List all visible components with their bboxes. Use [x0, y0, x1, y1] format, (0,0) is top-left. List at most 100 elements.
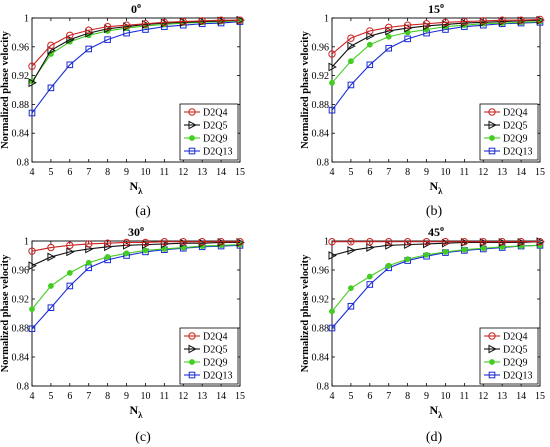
x-tick-label: 7	[86, 391, 91, 402]
y-tick-label: 0.8	[17, 158, 30, 169]
series-d2q13-point	[328, 106, 336, 114]
series-d2q9-point	[366, 273, 373, 280]
y-tick-label: 1	[324, 237, 329, 248]
legend-entry-d2q5-label: D2Q5	[203, 345, 227, 356]
series-d2q13-point	[28, 109, 36, 117]
series-d2q4-point	[122, 238, 131, 247]
x-tick-label: 10	[140, 167, 150, 178]
x-tick-label: 11	[160, 391, 170, 402]
series-d2q4-point	[198, 238, 206, 246]
y-tick-label: 1	[24, 14, 29, 25]
series-d2q13-point	[328, 324, 336, 332]
series-d2q4-point	[328, 238, 336, 246]
series-d2q9-point	[442, 248, 449, 255]
series-d2q5-point	[328, 251, 337, 260]
x-tick-label: 15	[235, 391, 245, 402]
y-tick-label: 0.88	[12, 324, 30, 335]
x-tick-label: 4	[30, 391, 35, 402]
series-d2q4-point	[141, 20, 150, 28]
x-tick-label: 8	[105, 391, 110, 402]
series-d2q4-point	[179, 17, 187, 26]
series-d2q13-point	[66, 61, 74, 69]
x-tick-label: 12	[178, 167, 188, 178]
x-tick-label: 8	[105, 167, 110, 178]
panel-label: (b)	[426, 204, 443, 219]
legend-entry-d2q5-label: D2Q5	[503, 345, 527, 356]
panel-label: (c)	[135, 430, 151, 445]
x-tick-label: 9	[124, 391, 129, 402]
series-d2q13-point	[85, 45, 93, 53]
legend-entry-d2q5-label: D2Q5	[203, 121, 227, 132]
x-tick-label: 9	[124, 167, 129, 178]
series-d2q13-point	[47, 304, 55, 311]
y-tick-label: 1	[324, 14, 329, 25]
series-d2q4-point	[517, 238, 525, 246]
series-d2q9-point	[85, 259, 92, 266]
chart-title: 0o	[131, 1, 141, 16]
x-tick-label: 13	[497, 391, 507, 402]
chart-title: 15o	[428, 1, 444, 16]
x-tick-label: 15	[235, 167, 245, 178]
series-d2q13-point	[366, 61, 374, 69]
series-d2q4-point	[498, 238, 506, 246]
x-tick-label: 7	[386, 167, 391, 178]
series-d2q9-point	[423, 251, 430, 258]
legend-entry-d2q9-label: D2Q9	[503, 134, 527, 145]
series-d2q4-point	[479, 17, 487, 25]
series-d2q9-line	[331, 244, 541, 312]
legend-entry-d2q9-label: D2Q9	[503, 358, 527, 369]
legend-entry-d2q9-marker	[489, 135, 495, 141]
series-d2q4-point	[103, 22, 112, 31]
chart-panel-3: 4 5 6 7 8 9 10 11 12 13 14 15 0.8 0.84 0.88 0.92 0.96 1 30…	[0, 224, 245, 445]
series-d2q4-point	[366, 27, 374, 35]
legend-entry-d2q13-label: D2Q13	[203, 371, 232, 382]
series-d2q5-point	[347, 41, 356, 51]
series-d2q4-point	[422, 238, 431, 246]
y-tick-label: 0.96	[12, 42, 30, 53]
y-tick-label: 0.84	[12, 129, 30, 140]
series-d2q4-point	[47, 243, 55, 252]
series-d2q4-point	[517, 16, 525, 24]
series-d2q9-point	[385, 33, 392, 40]
series-d2q13-point	[347, 302, 355, 310]
series-d2q5-point	[347, 245, 356, 255]
legend-entry-d2q13-label: D2Q13	[503, 147, 532, 158]
legend-entry-d2q4-label: D2Q4	[203, 332, 227, 343]
series-d2q4-point	[441, 18, 450, 27]
legend: D2Q4 D2Q5 D2Q9 D2Q13	[479, 327, 539, 385]
series-d2q5-point	[385, 240, 394, 250]
y-tick-label: 0.96	[12, 266, 30, 277]
series-d2q13-point	[47, 84, 55, 92]
y-tick-label: 0.84	[12, 353, 30, 364]
series-d2q4-point	[385, 238, 393, 246]
legend-entry-d2q5-marker	[488, 120, 497, 130]
y-tick-label: 0.8	[317, 382, 330, 393]
y-tick-label: 0.92	[312, 295, 330, 306]
series-d2q4-point	[328, 50, 336, 58]
chart-title: 45o	[428, 224, 444, 239]
y-tick-label: 0.96	[312, 266, 330, 277]
legend-entry-d2q5-marker	[488, 344, 497, 354]
x-axis-label: Nλ	[129, 403, 143, 420]
x-tick-label: 11	[460, 391, 470, 402]
x-tick-label: 5	[48, 167, 53, 178]
panel-label: (d)	[426, 430, 443, 445]
y-axis-label: Normalized phase velocity	[300, 30, 311, 149]
series-d2q9-point	[480, 245, 487, 252]
series-d2q5-point	[123, 240, 132, 250]
y-axis-label: Normalized phase velocity	[300, 254, 311, 373]
series-d2q9-line	[331, 21, 541, 84]
series-d2q4-point	[536, 238, 544, 246]
series-d2q4-point	[217, 238, 225, 246]
series-d2q4-point	[28, 62, 36, 70]
legend: D2Q4 D2Q5 D2Q9 D2Q13	[479, 103, 539, 161]
x-tick-label: 5	[348, 167, 353, 178]
x-tick-label: 14	[516, 167, 526, 178]
y-tick-label: 0.8	[17, 382, 30, 393]
series-d2q5-point	[385, 26, 394, 36]
series-d2q5-point	[328, 62, 337, 72]
series-d2q4-point	[141, 238, 150, 247]
x-tick-label: 5	[48, 391, 53, 402]
series-d2q4-point	[160, 18, 169, 27]
series-d2q9-point	[385, 262, 392, 269]
